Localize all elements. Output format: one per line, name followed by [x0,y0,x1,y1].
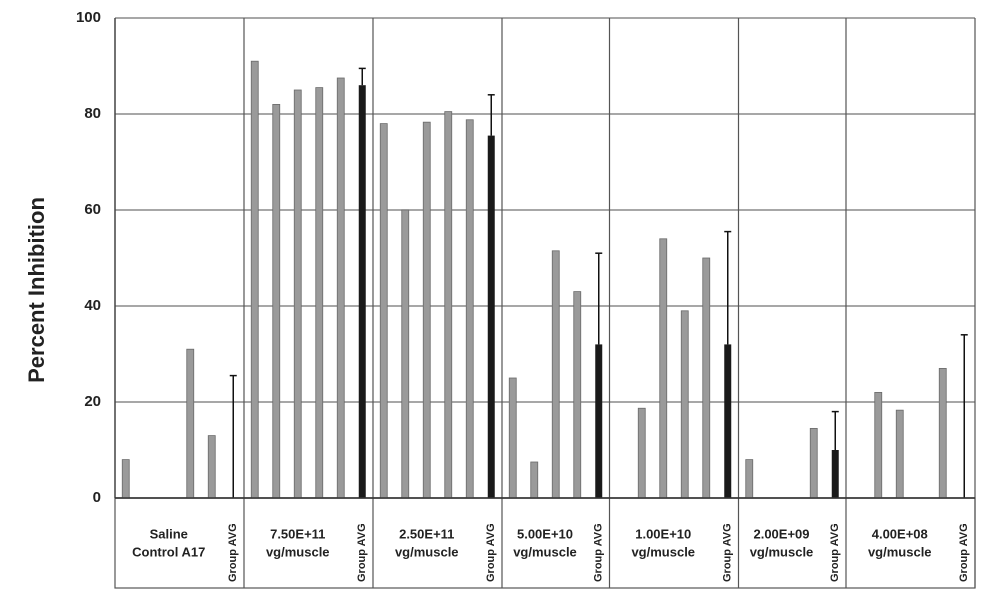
avg-label: Group AVG [227,523,239,582]
bar [444,111,453,499]
bar [293,89,302,499]
group-label: 7.50E+11 [270,526,325,541]
group-label: vg/muscle [266,544,330,559]
bar [315,87,324,499]
y-tick-label: 20 [84,393,101,410]
y-tick-label: 60 [84,201,101,218]
group-label: 2.00E+09 [753,526,809,541]
bar [379,123,388,499]
avg-label: Group AVG [958,523,970,582]
bar [121,459,130,499]
avg-bar [724,344,732,498]
bar [336,77,345,499]
bar [272,104,281,499]
group-label: 4.00E+08 [872,526,928,541]
y-tick-label: 100 [76,9,101,26]
bar [938,367,947,499]
group-label: vg/muscle [750,544,814,559]
bar [186,348,195,499]
group-label: vg/muscle [868,544,932,559]
bar [465,119,474,499]
y-tick-label: 80 [84,105,101,122]
group-label: 2.50E+11 [399,526,454,541]
bar [250,60,259,499]
y-tick-label: 0 [93,489,101,506]
group-label: vg/muscle [395,544,459,559]
avg-bar [358,85,366,498]
y-tick-label: 40 [84,297,101,314]
group-label: 5.00E+10 [517,526,573,541]
bar [573,291,582,499]
bar [401,209,410,499]
bar [895,409,904,499]
bar [680,310,689,499]
bar [659,238,668,499]
avg-bar [595,344,603,498]
y-axis-label: Percent Inhibition [24,197,49,383]
avg-label: Group AVG [829,523,841,582]
avg-bar [487,135,495,498]
bar [530,461,539,499]
bar [637,407,646,499]
bar [422,121,431,499]
avg-label: Group AVG [356,523,368,582]
bar [207,435,216,499]
bar [508,377,517,499]
bar [874,391,883,499]
avg-label: Group AVG [593,523,605,582]
bar [745,459,754,499]
group-label: vg/muscle [513,544,577,559]
avg-label: Group AVG [722,523,734,582]
bar [702,257,711,499]
avg-label: Group AVG [485,523,497,582]
bar [809,427,818,499]
bar [551,250,560,499]
group-label: Saline [150,526,188,541]
group-label: Control A17 [132,544,205,559]
avg-bar [831,450,839,498]
group-label: vg/muscle [631,544,695,559]
group-label: 1.00E+10 [635,526,691,541]
